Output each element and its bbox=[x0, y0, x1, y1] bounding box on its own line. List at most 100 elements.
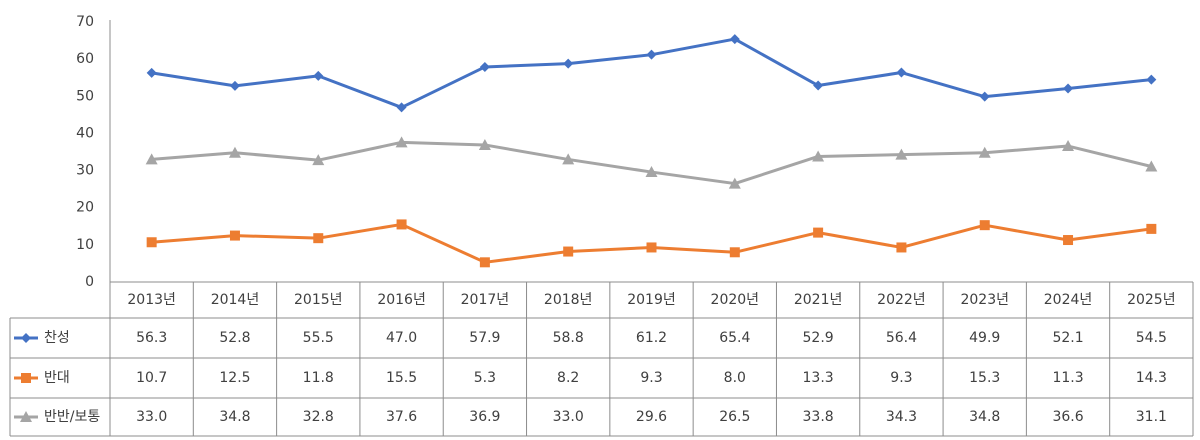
table-value: 9.3 bbox=[890, 370, 912, 386]
table-value: 61.2 bbox=[636, 330, 667, 346]
x-tick-label: 2024년 bbox=[1044, 292, 1093, 308]
table-value: 15.3 bbox=[969, 370, 1000, 386]
table-value: 57.9 bbox=[469, 330, 500, 346]
x-tick-label: 2022년 bbox=[877, 292, 926, 308]
data-point bbox=[1145, 160, 1158, 172]
table-value: 31.1 bbox=[1136, 409, 1167, 425]
table-value: 49.9 bbox=[969, 330, 1000, 346]
x-tick-label: 2013년 bbox=[127, 292, 176, 308]
data-point bbox=[1062, 140, 1075, 152]
data-point bbox=[563, 58, 574, 69]
table-value: 58.8 bbox=[553, 330, 584, 346]
x-tick-label: 2014년 bbox=[211, 292, 260, 308]
table-value: 8.0 bbox=[724, 370, 746, 386]
table-value: 34.8 bbox=[219, 409, 250, 425]
data-point bbox=[396, 219, 407, 230]
data-point bbox=[1146, 74, 1157, 85]
series-line bbox=[151, 140, 1152, 186]
x-tick-label: 2023년 bbox=[960, 292, 1009, 308]
data-point bbox=[729, 247, 740, 258]
table-value: 12.5 bbox=[219, 370, 250, 386]
y-tick-label: 20 bbox=[76, 200, 94, 216]
data-point bbox=[1063, 83, 1074, 94]
table-value: 13.3 bbox=[803, 370, 834, 386]
data-point bbox=[979, 220, 990, 231]
table-value: 34.3 bbox=[886, 409, 917, 425]
table-value: 33.8 bbox=[803, 409, 834, 425]
data-point bbox=[813, 80, 824, 91]
table-value: 11.3 bbox=[1052, 370, 1083, 386]
table-value: 47.0 bbox=[386, 330, 417, 346]
data-point bbox=[895, 148, 908, 160]
legend-marker bbox=[21, 373, 31, 383]
data-point bbox=[813, 227, 824, 238]
x-tick-label: 2018년 bbox=[544, 292, 593, 308]
data-point bbox=[145, 153, 158, 165]
x-tick-label: 2019년 bbox=[627, 292, 676, 308]
table-value: 26.5 bbox=[719, 409, 750, 425]
table-value: 65.4 bbox=[719, 330, 750, 346]
y-tick-label: 10 bbox=[76, 237, 94, 253]
data-point bbox=[313, 233, 324, 244]
table-value: 34.8 bbox=[969, 409, 1000, 425]
legend-label: 반반/보통 bbox=[44, 409, 100, 425]
legend-marker bbox=[20, 411, 32, 422]
data-point bbox=[646, 242, 657, 253]
y-tick-label: 30 bbox=[76, 163, 94, 179]
table-value: 29.6 bbox=[636, 409, 667, 425]
table-value: 52.9 bbox=[803, 330, 834, 346]
data-point bbox=[396, 102, 407, 113]
table-value: 55.5 bbox=[303, 330, 334, 346]
table-value: 10.7 bbox=[136, 370, 167, 386]
data-point bbox=[312, 154, 325, 166]
data-point bbox=[728, 177, 741, 189]
legend-marker bbox=[21, 333, 31, 343]
x-tick-label: 2025년 bbox=[1127, 292, 1176, 308]
table-value: 5.3 bbox=[474, 370, 496, 386]
table-value: 9.3 bbox=[640, 370, 662, 386]
x-tick-label: 2020년 bbox=[711, 292, 760, 308]
table-value: 8.2 bbox=[557, 370, 579, 386]
data-point bbox=[896, 242, 907, 253]
data-point bbox=[479, 257, 490, 268]
data-point bbox=[979, 91, 990, 102]
x-tick-label: 2016년 bbox=[377, 292, 426, 308]
table-value: 36.9 bbox=[469, 409, 500, 425]
table-value: 14.3 bbox=[1136, 370, 1167, 386]
data-point bbox=[978, 146, 991, 158]
data-point bbox=[645, 166, 658, 178]
table-value: 33.0 bbox=[553, 409, 584, 425]
y-tick-label: 60 bbox=[76, 51, 94, 67]
y-tick-label: 70 bbox=[76, 14, 94, 30]
data-point bbox=[146, 67, 157, 78]
data-point bbox=[562, 153, 575, 165]
legend-label: 찬성 bbox=[44, 330, 70, 346]
data-point bbox=[1146, 223, 1157, 234]
data-point bbox=[228, 146, 241, 158]
data-point bbox=[729, 34, 740, 45]
series-line bbox=[151, 37, 1152, 109]
table-value: 15.5 bbox=[386, 370, 417, 386]
y-tick-label: 50 bbox=[76, 88, 94, 104]
y-tick-label: 40 bbox=[76, 125, 94, 141]
x-tick-label: 2017년 bbox=[461, 292, 510, 308]
data-point bbox=[812, 150, 825, 162]
x-tick-label: 2015년 bbox=[294, 292, 343, 308]
data-point bbox=[646, 49, 657, 60]
data-point bbox=[395, 136, 408, 148]
table-value: 56.4 bbox=[886, 330, 917, 346]
table-value: 36.6 bbox=[1052, 409, 1083, 425]
data-point bbox=[229, 230, 240, 241]
data-point bbox=[313, 70, 324, 81]
table-value: 33.0 bbox=[136, 409, 167, 425]
table-value: 56.3 bbox=[136, 330, 167, 346]
data-point bbox=[478, 138, 491, 150]
table-value: 52.1 bbox=[1052, 330, 1083, 346]
legend-label: 반대 bbox=[44, 370, 70, 386]
y-tick-label: 0 bbox=[85, 274, 94, 290]
table-value: 52.8 bbox=[219, 330, 250, 346]
data-point bbox=[896, 67, 907, 78]
table-value: 54.5 bbox=[1136, 330, 1167, 346]
table-value: 37.6 bbox=[386, 409, 417, 425]
